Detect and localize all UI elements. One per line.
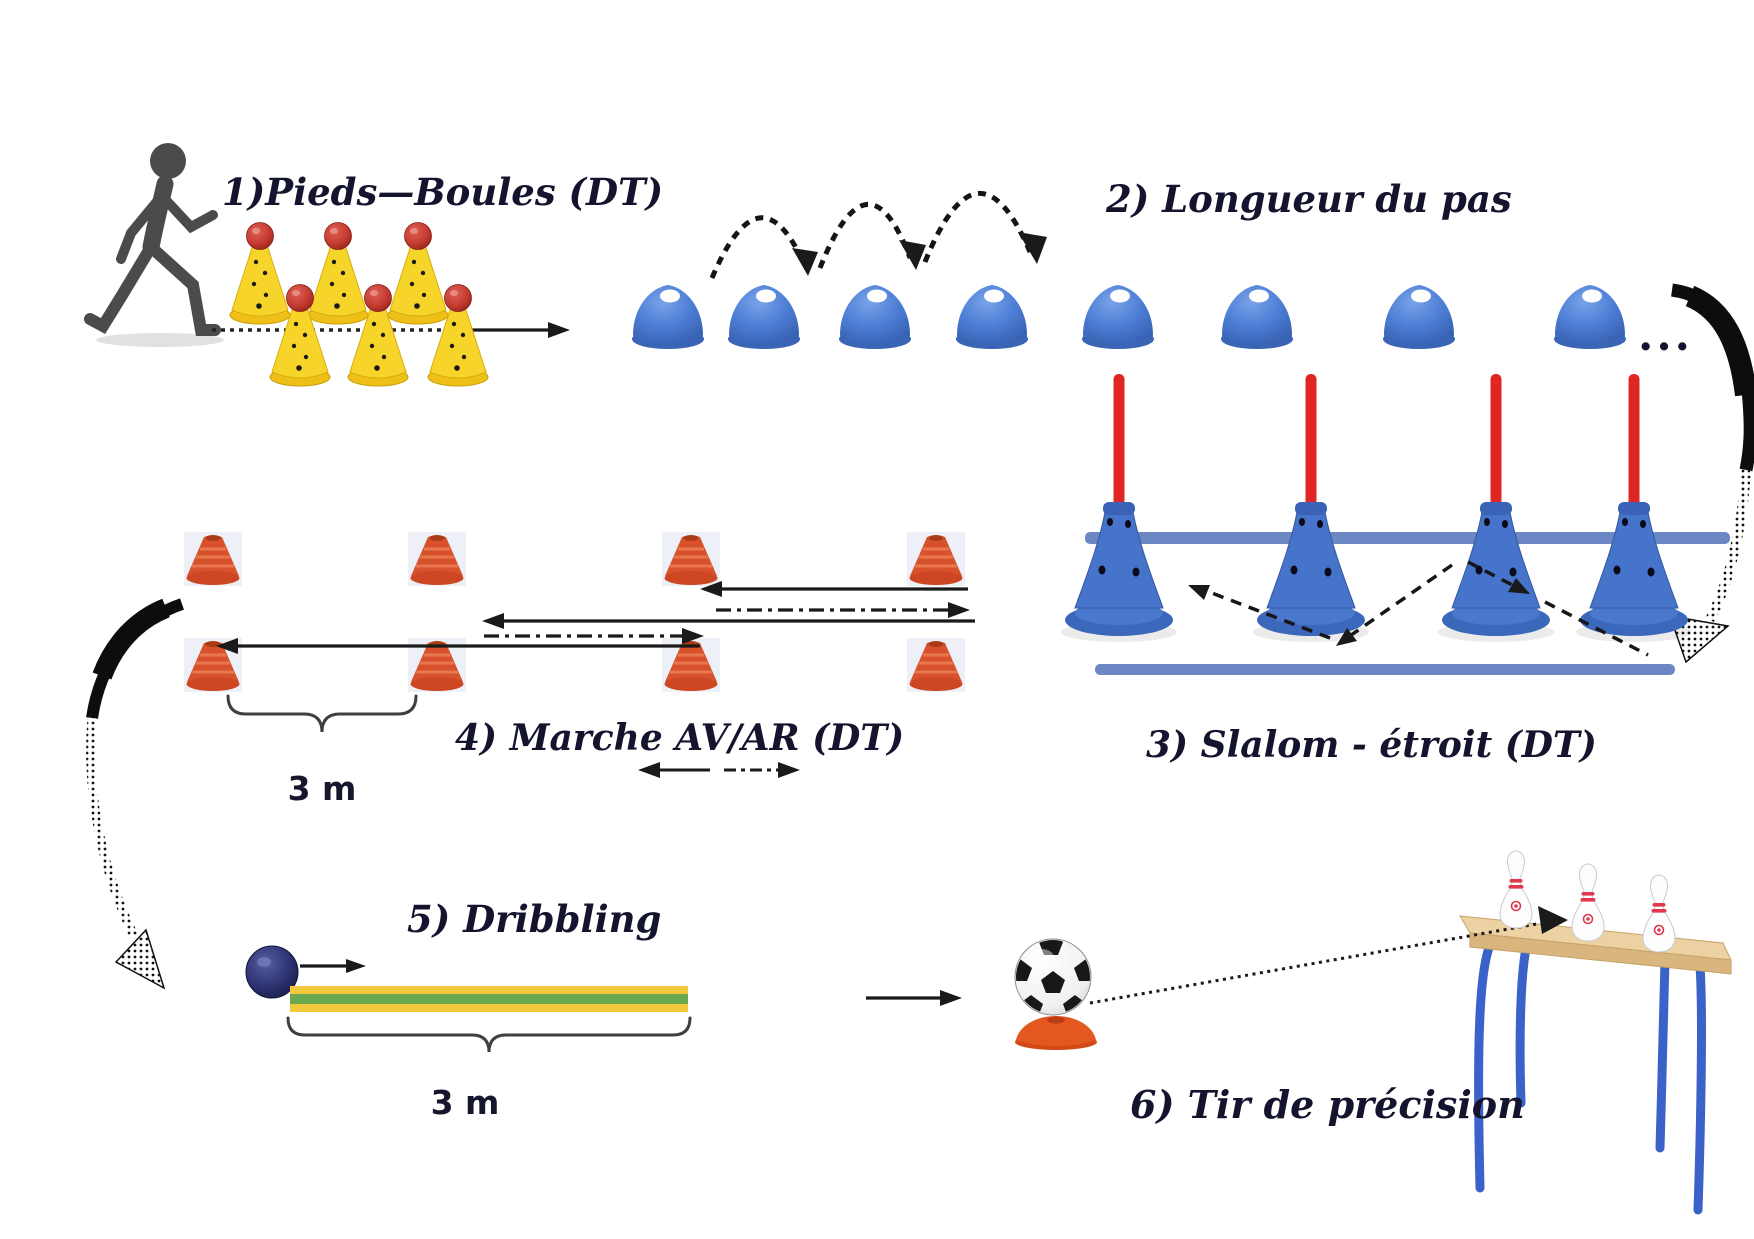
blue-dome-icon [1383,285,1455,349]
ball-support-cone-icon [1015,1016,1097,1050]
distance-brace-station-5 [286,1016,692,1053]
blue-dome-icon [1554,285,1626,349]
station-4-top-cone-row [182,530,967,588]
station-6-label: 6) Tir de précision [1130,1082,1525,1127]
floor-line-bottom [1095,664,1675,675]
hop-arrowheads [792,232,1047,276]
blue-dome-icon [956,285,1028,349]
orange-cone-icon [905,530,967,588]
dribble-direction-arrow [300,959,366,973]
slalom-zigzag-arrows [1188,560,1649,657]
yellow-cone-with-ball-icon [307,222,369,325]
yellow-cone-with-ball-icon [229,222,291,325]
yellow-cone-with-ball-icon [387,222,449,325]
station-1-cone-group [229,222,489,387]
arrow-to-station-2 [466,322,570,338]
station-5-dribbling: 5) Dribbling 3 m [245,897,962,1122]
arrow-to-station-6 [866,990,962,1006]
bowling-pin-icon [1499,850,1533,929]
slalom-cone-with-pole-icon [1060,373,1178,643]
blue-dome-icon [632,285,704,349]
station-3-label: 3) Slalom - étroit (DT) [1146,724,1597,766]
soccer-ball-icon [1014,938,1092,1016]
slalom-cone-with-pole-icon [1437,373,1555,643]
orange-cone-icon [660,530,722,588]
shot-trajectory-dotted-line [1089,920,1549,1005]
station-3-slalom-cone-group [1060,373,1693,643]
blue-dome-icon [1221,285,1293,349]
connector-arrow-station4-to-5 [86,598,185,990]
slalom-cone-with-pole-icon [1252,373,1370,643]
table-edge [1469,932,1732,975]
shot-arrowhead [1538,906,1568,934]
table-legs [1474,935,1706,1215]
blue-dome-icon [728,285,800,349]
floor-line-top [1085,532,1730,544]
station-6-tir-de-precision: 6) Tir de précision [1014,850,1732,1215]
blue-dome-icon [839,285,911,349]
slalom-cone-with-pole-icon [1575,373,1693,643]
station-2-label: 2) Longueur du pas [1105,177,1512,221]
station-2-dome-group [632,285,1626,349]
dribble-lane-stripe [290,986,688,1012]
station-4-distance-label: 3 m [288,769,357,808]
orange-cone-icon [905,636,967,694]
station-4-marche-av-ar: 3 m 4) Marche AV/AR (DT) [86,530,975,990]
dribble-ball-icon [245,945,299,999]
station-1-label: 1)Pieds—Boules (DT) [222,170,663,214]
distance-brace-station-4 [226,694,418,733]
direction-legend-arrows [638,762,800,778]
orange-cone-icon [406,530,468,588]
orange-cone-icon [182,530,244,588]
hop-arc-arrows [709,190,1033,279]
station-5-label: 5) Dribbling [407,897,661,941]
bowling-pin-icon [1571,863,1605,942]
station-3-slalom-etroit: 3) Slalom - étroit (DT) [1060,373,1730,766]
back-and-forth-arrows [216,581,975,654]
table [1459,915,1732,1215]
station-1-pieds-boules: 1)Pieds—Boules (DT) [84,143,663,387]
walking-person-icon [84,143,224,347]
continuation-dots: ... [1638,310,1693,361]
station-2-longueur-du-pas: ... 2) Longueur du pas [632,177,1754,664]
station-5-distance-label: 3 m [431,1083,500,1122]
blue-dome-icon [1082,285,1154,349]
bowling-pin-icon [1642,874,1676,953]
station-4-label: 4) Marche AV/AR (DT) [455,717,904,759]
